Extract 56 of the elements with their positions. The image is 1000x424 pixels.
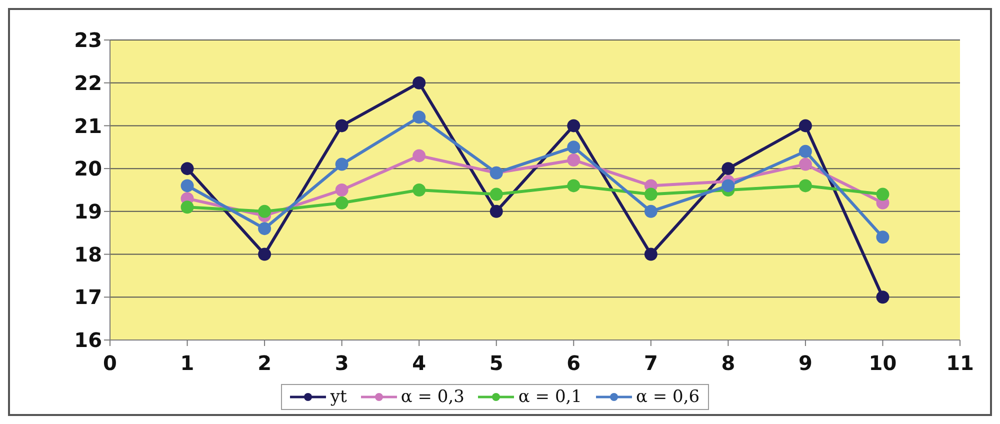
x-tick-label: 2 [258,351,272,376]
x-tick-label: 5 [489,351,504,376]
point [798,119,812,132]
point [876,290,890,304]
point [567,154,580,166]
point [876,230,890,244]
y-tick-label: 21 [74,114,102,138]
point [798,179,812,192]
point [644,188,658,201]
point [258,222,272,236]
point [644,204,658,218]
y-tick-label: 17 [74,285,102,310]
x-tick-label: 7 [644,351,658,376]
point [180,200,194,214]
point [412,149,426,162]
x-tick-label: 1 [180,351,194,376]
x-tick-label: 11 [946,351,974,376]
y-tick-label: 20 [74,156,102,181]
point [567,179,580,192]
x-tick-label: 8 [721,351,736,376]
x-tick-label: 10 [868,351,897,376]
y-tick-label: 23 [74,28,102,52]
point [412,76,426,90]
x-tick-label: 0 [103,351,117,376]
point [567,140,580,154]
point [798,144,812,158]
point [335,184,348,196]
legend-label: α = 0,3 [400,387,464,407]
point [180,162,194,176]
point [722,179,735,192]
legend-label: yt [330,387,347,407]
y-tick-label: 22 [74,70,102,95]
point [644,248,658,261]
x-tick-label: 4 [412,351,426,376]
x-tick-label: 6 [566,351,581,376]
y-tick-label: 18 [74,242,102,266]
point [335,119,348,132]
point [180,179,194,192]
point [412,184,426,196]
point [798,158,812,171]
legend-label: α = 0,6 [636,387,700,407]
point [490,204,503,218]
legend-label: α = 0,1 [518,387,582,407]
point [876,188,890,201]
point [258,204,272,218]
point [722,162,735,176]
point [258,248,272,261]
x-tick-label: 9 [798,351,812,376]
point [567,119,580,132]
y-tick-label: 19 [74,200,102,224]
point [335,158,348,171]
x-tick-label: 3 [334,351,349,376]
point [335,196,348,210]
point [412,110,426,124]
point [490,188,503,201]
y-tick-label: 16 [74,328,102,352]
